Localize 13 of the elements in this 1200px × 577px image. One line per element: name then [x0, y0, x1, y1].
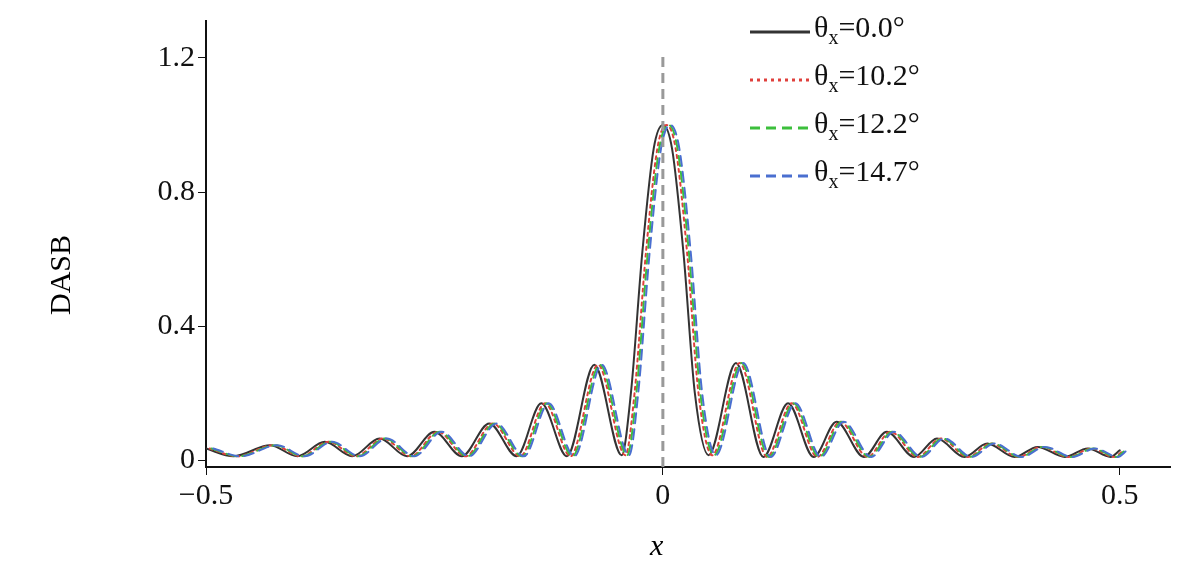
- y-axis-title: DASB: [43, 234, 77, 316]
- y-tick-label: 0.4: [157, 307, 195, 341]
- y-tick-label: 1.2: [157, 38, 195, 72]
- x-tick-label: 0.5: [1100, 476, 1139, 510]
- legend-label: θ$_{x}$=0.0°: [814, 9, 905, 50]
- y-tick-label: 0.8: [157, 172, 195, 206]
- legend-label: θ$_{x}$=14.7°: [814, 153, 920, 194]
- x-tick-label: 0: [655, 476, 671, 510]
- legend-label: θ$_{x}$=10.2°: [814, 57, 920, 98]
- x-tick-label: −0.5: [178, 476, 234, 510]
- y-tick-label: 0: [180, 441, 195, 475]
- legend-label: θ$_{x}$=12.2°: [814, 105, 920, 146]
- x-axis-title: x: [650, 528, 664, 562]
